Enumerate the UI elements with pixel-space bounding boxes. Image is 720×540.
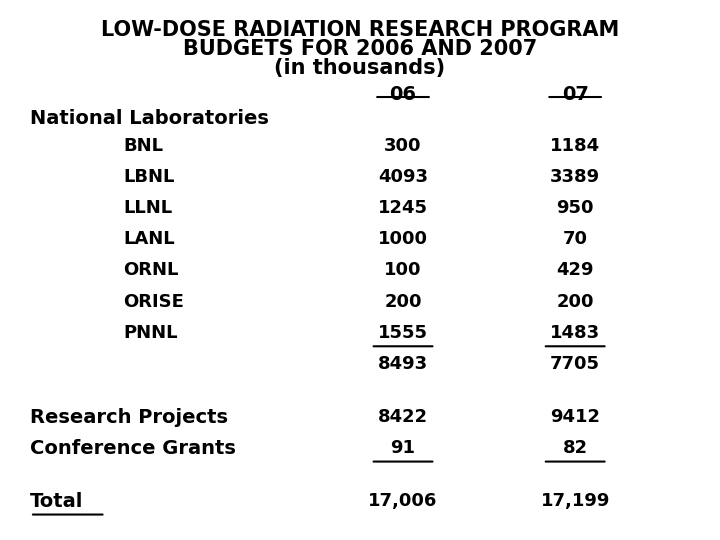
Text: 06: 06 [390,85,417,104]
Text: 3389: 3389 [550,168,600,186]
Text: 91: 91 [390,439,415,457]
Text: 7705: 7705 [550,355,600,373]
Text: 200: 200 [384,293,422,310]
Text: 100: 100 [384,261,422,279]
Text: ORISE: ORISE [123,293,184,310]
Text: 17,199: 17,199 [541,492,610,510]
Text: 200: 200 [557,293,594,310]
Text: 9412: 9412 [550,408,600,426]
Text: PNNL: PNNL [123,323,178,342]
Text: BUDGETS FOR 2006 AND 2007: BUDGETS FOR 2006 AND 2007 [183,39,537,59]
Text: 1184: 1184 [550,137,600,155]
Text: 300: 300 [384,137,422,155]
Text: 1483: 1483 [550,323,600,342]
Text: 17,006: 17,006 [369,492,438,510]
Text: Total: Total [30,492,84,511]
Text: National Laboratories: National Laboratories [30,109,269,128]
Text: 8493: 8493 [378,355,428,373]
Text: 1555: 1555 [378,323,428,342]
Text: Conference Grants: Conference Grants [30,439,236,458]
Text: 950: 950 [557,199,594,217]
Text: 82: 82 [562,439,588,457]
Text: (in thousands): (in thousands) [274,58,446,78]
Text: LBNL: LBNL [123,168,175,186]
Text: 429: 429 [557,261,594,279]
Text: ORNL: ORNL [123,261,179,279]
Text: 8422: 8422 [378,408,428,426]
Text: BNL: BNL [123,137,163,155]
Text: LOW-DOSE RADIATION RESEARCH PROGRAM: LOW-DOSE RADIATION RESEARCH PROGRAM [101,20,619,40]
Text: LANL: LANL [123,230,175,248]
Text: 4093: 4093 [378,168,428,186]
Text: 07: 07 [562,85,589,104]
Text: 70: 70 [562,230,588,248]
Text: Research Projects: Research Projects [30,408,228,427]
Text: 1000: 1000 [378,230,428,248]
Text: LLNL: LLNL [123,199,173,217]
Text: 1245: 1245 [378,199,428,217]
